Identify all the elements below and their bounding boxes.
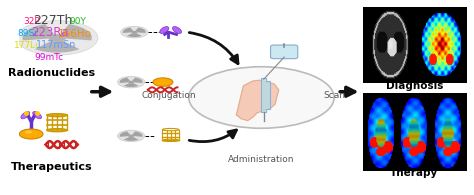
Wedge shape	[127, 33, 142, 37]
Circle shape	[25, 131, 32, 134]
FancyBboxPatch shape	[363, 7, 467, 82]
Polygon shape	[262, 78, 270, 112]
Wedge shape	[135, 27, 146, 33]
Wedge shape	[123, 27, 133, 33]
Wedge shape	[124, 137, 138, 141]
Text: 99mTc: 99mTc	[35, 53, 64, 62]
Text: Scan: Scan	[323, 91, 345, 100]
Circle shape	[48, 34, 66, 42]
Text: 227Th: 227Th	[33, 14, 72, 27]
Text: 89Sr: 89Sr	[17, 29, 38, 38]
Circle shape	[128, 81, 134, 83]
Wedge shape	[60, 24, 92, 41]
Circle shape	[118, 76, 145, 88]
Text: 90Y: 90Y	[69, 17, 86, 26]
Circle shape	[16, 21, 98, 55]
Polygon shape	[237, 80, 279, 121]
Text: Administration: Administration	[228, 155, 295, 164]
Text: 32P: 32P	[23, 17, 40, 26]
Circle shape	[128, 135, 134, 137]
Text: 117mSn: 117mSn	[36, 40, 76, 50]
Text: Therapeutics: Therapeutics	[10, 162, 92, 172]
Wedge shape	[132, 78, 143, 83]
Wedge shape	[119, 78, 130, 83]
Circle shape	[189, 67, 334, 128]
Wedge shape	[35, 41, 80, 53]
Text: Conjugation: Conjugation	[141, 91, 196, 100]
Circle shape	[118, 130, 145, 142]
FancyBboxPatch shape	[271, 45, 298, 59]
Text: Diagnosis: Diagnosis	[386, 81, 443, 91]
Circle shape	[131, 31, 137, 33]
Circle shape	[153, 78, 173, 86]
Text: 177Lu: 177Lu	[14, 41, 42, 50]
Wedge shape	[124, 83, 138, 87]
Ellipse shape	[21, 112, 30, 119]
Ellipse shape	[33, 112, 42, 119]
Text: Radionuclides: Radionuclides	[8, 67, 95, 77]
Text: Therapy: Therapy	[391, 168, 438, 178]
FancyBboxPatch shape	[363, 93, 467, 171]
Wedge shape	[132, 131, 143, 137]
Wedge shape	[119, 131, 130, 137]
Circle shape	[121, 26, 148, 38]
Ellipse shape	[160, 27, 169, 34]
Wedge shape	[22, 24, 54, 41]
Ellipse shape	[173, 27, 182, 34]
Text: 166Ho: 166Ho	[58, 29, 92, 39]
Circle shape	[19, 129, 43, 139]
Text: 223Ra: 223Ra	[31, 26, 68, 39]
